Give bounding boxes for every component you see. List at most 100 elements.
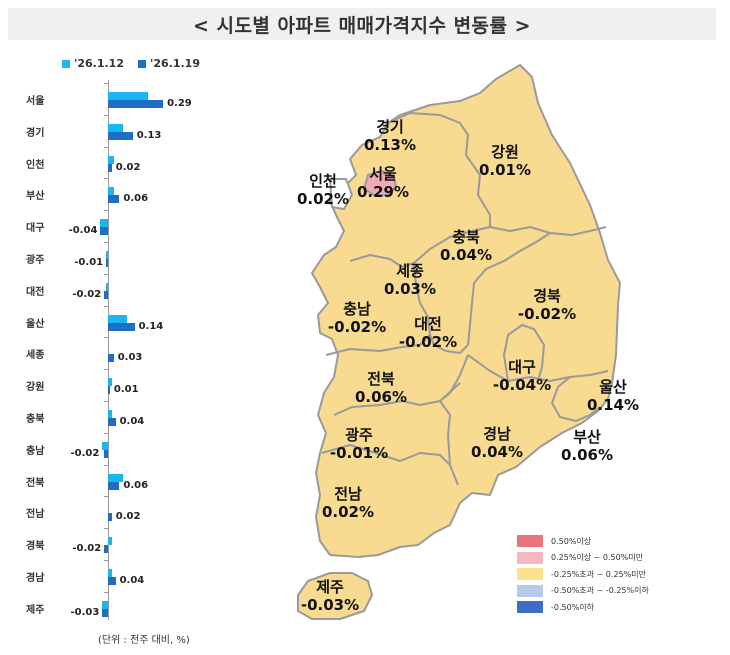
category-label: 대전 <box>26 286 45 298</box>
bar-prev-week <box>108 92 148 100</box>
value-label: 0.29 <box>167 98 192 109</box>
bar-curr-week <box>100 227 108 236</box>
map-region-label: 경기 0.13% <box>364 118 416 154</box>
legend-label-curr: '26.1.19 <box>150 57 200 70</box>
map-region-label: 충남 -0.02% <box>328 300 386 336</box>
category-label: 세종 <box>26 350 45 362</box>
chart-row: 대구 -0.04 <box>0 210 240 247</box>
bar-curr-week <box>108 386 110 395</box>
axis-tick <box>104 114 108 116</box>
value-label: -0.02 <box>70 447 100 459</box>
category-label: 대구 <box>26 223 45 235</box>
chart-row: 제주 -0.03 <box>0 591 240 629</box>
region-value: 0.04% <box>439 246 493 264</box>
value-label: 0.01 <box>113 384 139 396</box>
map-region-label: 광주 -0.01% <box>330 426 388 462</box>
chart-row: 전남 0.02 <box>0 496 240 533</box>
bar-prev-week <box>108 378 112 387</box>
axis-tick <box>104 496 108 498</box>
category-label: 충남 <box>26 445 45 457</box>
korea-map <box>297 64 621 620</box>
bar-curr-week <box>104 449 108 458</box>
value-label: 0.02 <box>115 161 141 173</box>
region-name: 서울 <box>369 165 397 183</box>
region-value: 0.03% <box>383 280 437 298</box>
bar-prev-week <box>108 473 124 482</box>
region-value: 0.14% <box>586 396 640 414</box>
bar-curr-week <box>108 418 116 426</box>
legend-item-curr: '26.1.19 <box>138 57 200 70</box>
chart-row: 전북 0.06 <box>0 464 240 502</box>
region-name: 광주 <box>345 426 373 444</box>
map-region-label: 대전 -0.02% <box>399 315 457 351</box>
map-legend-swatch <box>517 584 543 597</box>
region-value: 0.29% <box>356 183 410 201</box>
map-legend-item: -0.50%초과 ~ -0.25%이하 <box>517 583 649 600</box>
bar-prev-week <box>102 600 108 609</box>
axis-tick <box>104 305 108 307</box>
region-name: 경남 <box>483 425 511 443</box>
value-label: 0.06 <box>123 193 149 205</box>
region-name: 경북 <box>533 287 561 305</box>
map-region-label: 울산 0.14% <box>587 378 639 414</box>
region-value: 0.13% <box>363 136 417 154</box>
map-region-label: 제주 -0.03% <box>301 578 359 614</box>
axis-tick <box>104 242 108 243</box>
bar-curr-week <box>108 481 120 490</box>
map-region-label: 전북 0.06% <box>355 370 407 406</box>
category-label: 서울 <box>26 96 45 107</box>
map-legend-item: -0.50%이하 <box>517 599 649 616</box>
region-name: 부산 <box>573 428 601 446</box>
value-label: 0.04 <box>119 575 145 586</box>
category-label: 강원 <box>26 382 45 394</box>
map-region-label: 인천 0.02% <box>297 172 349 208</box>
bar-curr-week <box>108 354 114 363</box>
bar-prev-week <box>102 441 108 450</box>
map-legend-label: -0.25%초과 ~ 0.25%미만 <box>551 569 646 579</box>
value-label: -0.01 <box>74 257 104 268</box>
map-legend-swatch <box>517 568 543 581</box>
category-label: 인천 <box>26 159 45 171</box>
region-value: 0.06% <box>560 446 614 464</box>
map-region-label: 충북 0.04% <box>440 228 492 264</box>
axis-tick <box>104 560 108 561</box>
region-name: 전남 <box>334 485 362 503</box>
chart-row: 경북 -0.02 <box>0 528 240 565</box>
category-label: 제주 <box>26 604 45 616</box>
legend-item-prev: '26.1.12 <box>62 57 124 70</box>
bar-prev-week <box>100 219 108 228</box>
axis-tick <box>104 591 108 593</box>
chart-row: 세종 0.03 <box>0 337 240 374</box>
region-value: 0.06% <box>354 388 408 406</box>
bar-prev-week <box>106 282 108 291</box>
region-name: 세종 <box>396 262 424 280</box>
chart-row: 부산 0.06 <box>0 178 240 215</box>
value-label: -0.02 <box>72 288 102 300</box>
category-label: 전북 <box>26 477 45 489</box>
chart-row: 충북 0.04 <box>0 401 240 438</box>
value-label: -0.03 <box>70 606 100 618</box>
axis-tick <box>104 432 108 434</box>
region-name: 충북 <box>452 228 480 246</box>
map-legend-label: -0.50%이하 <box>551 602 595 612</box>
bar-prev-week <box>108 155 114 164</box>
map-legend-label: -0.50%초과 ~ -0.25%이하 <box>551 586 649 596</box>
axis-tick <box>104 178 108 180</box>
map-legend-item: 0.50%이상 <box>517 533 649 550</box>
legend-label-prev: '26.1.12 <box>74 57 124 70</box>
chart-row: 강원 0.01 <box>0 369 240 406</box>
legend-swatch-prev <box>62 59 70 68</box>
bar-curr-week <box>108 131 133 140</box>
category-label: 광주 <box>26 255 45 266</box>
axis-tick <box>104 464 108 466</box>
value-label: 0.02 <box>115 511 141 523</box>
region-value: -0.01% <box>329 444 389 462</box>
category-label: 울산 <box>26 318 45 330</box>
axis-tick <box>104 146 108 148</box>
bar-prev-week <box>108 410 112 418</box>
axis-tick <box>104 528 108 530</box>
region-name: 경기 <box>376 118 404 136</box>
bar-prev-week <box>108 187 114 196</box>
value-label: 0.04 <box>119 416 145 427</box>
bar-curr-week <box>104 290 108 299</box>
